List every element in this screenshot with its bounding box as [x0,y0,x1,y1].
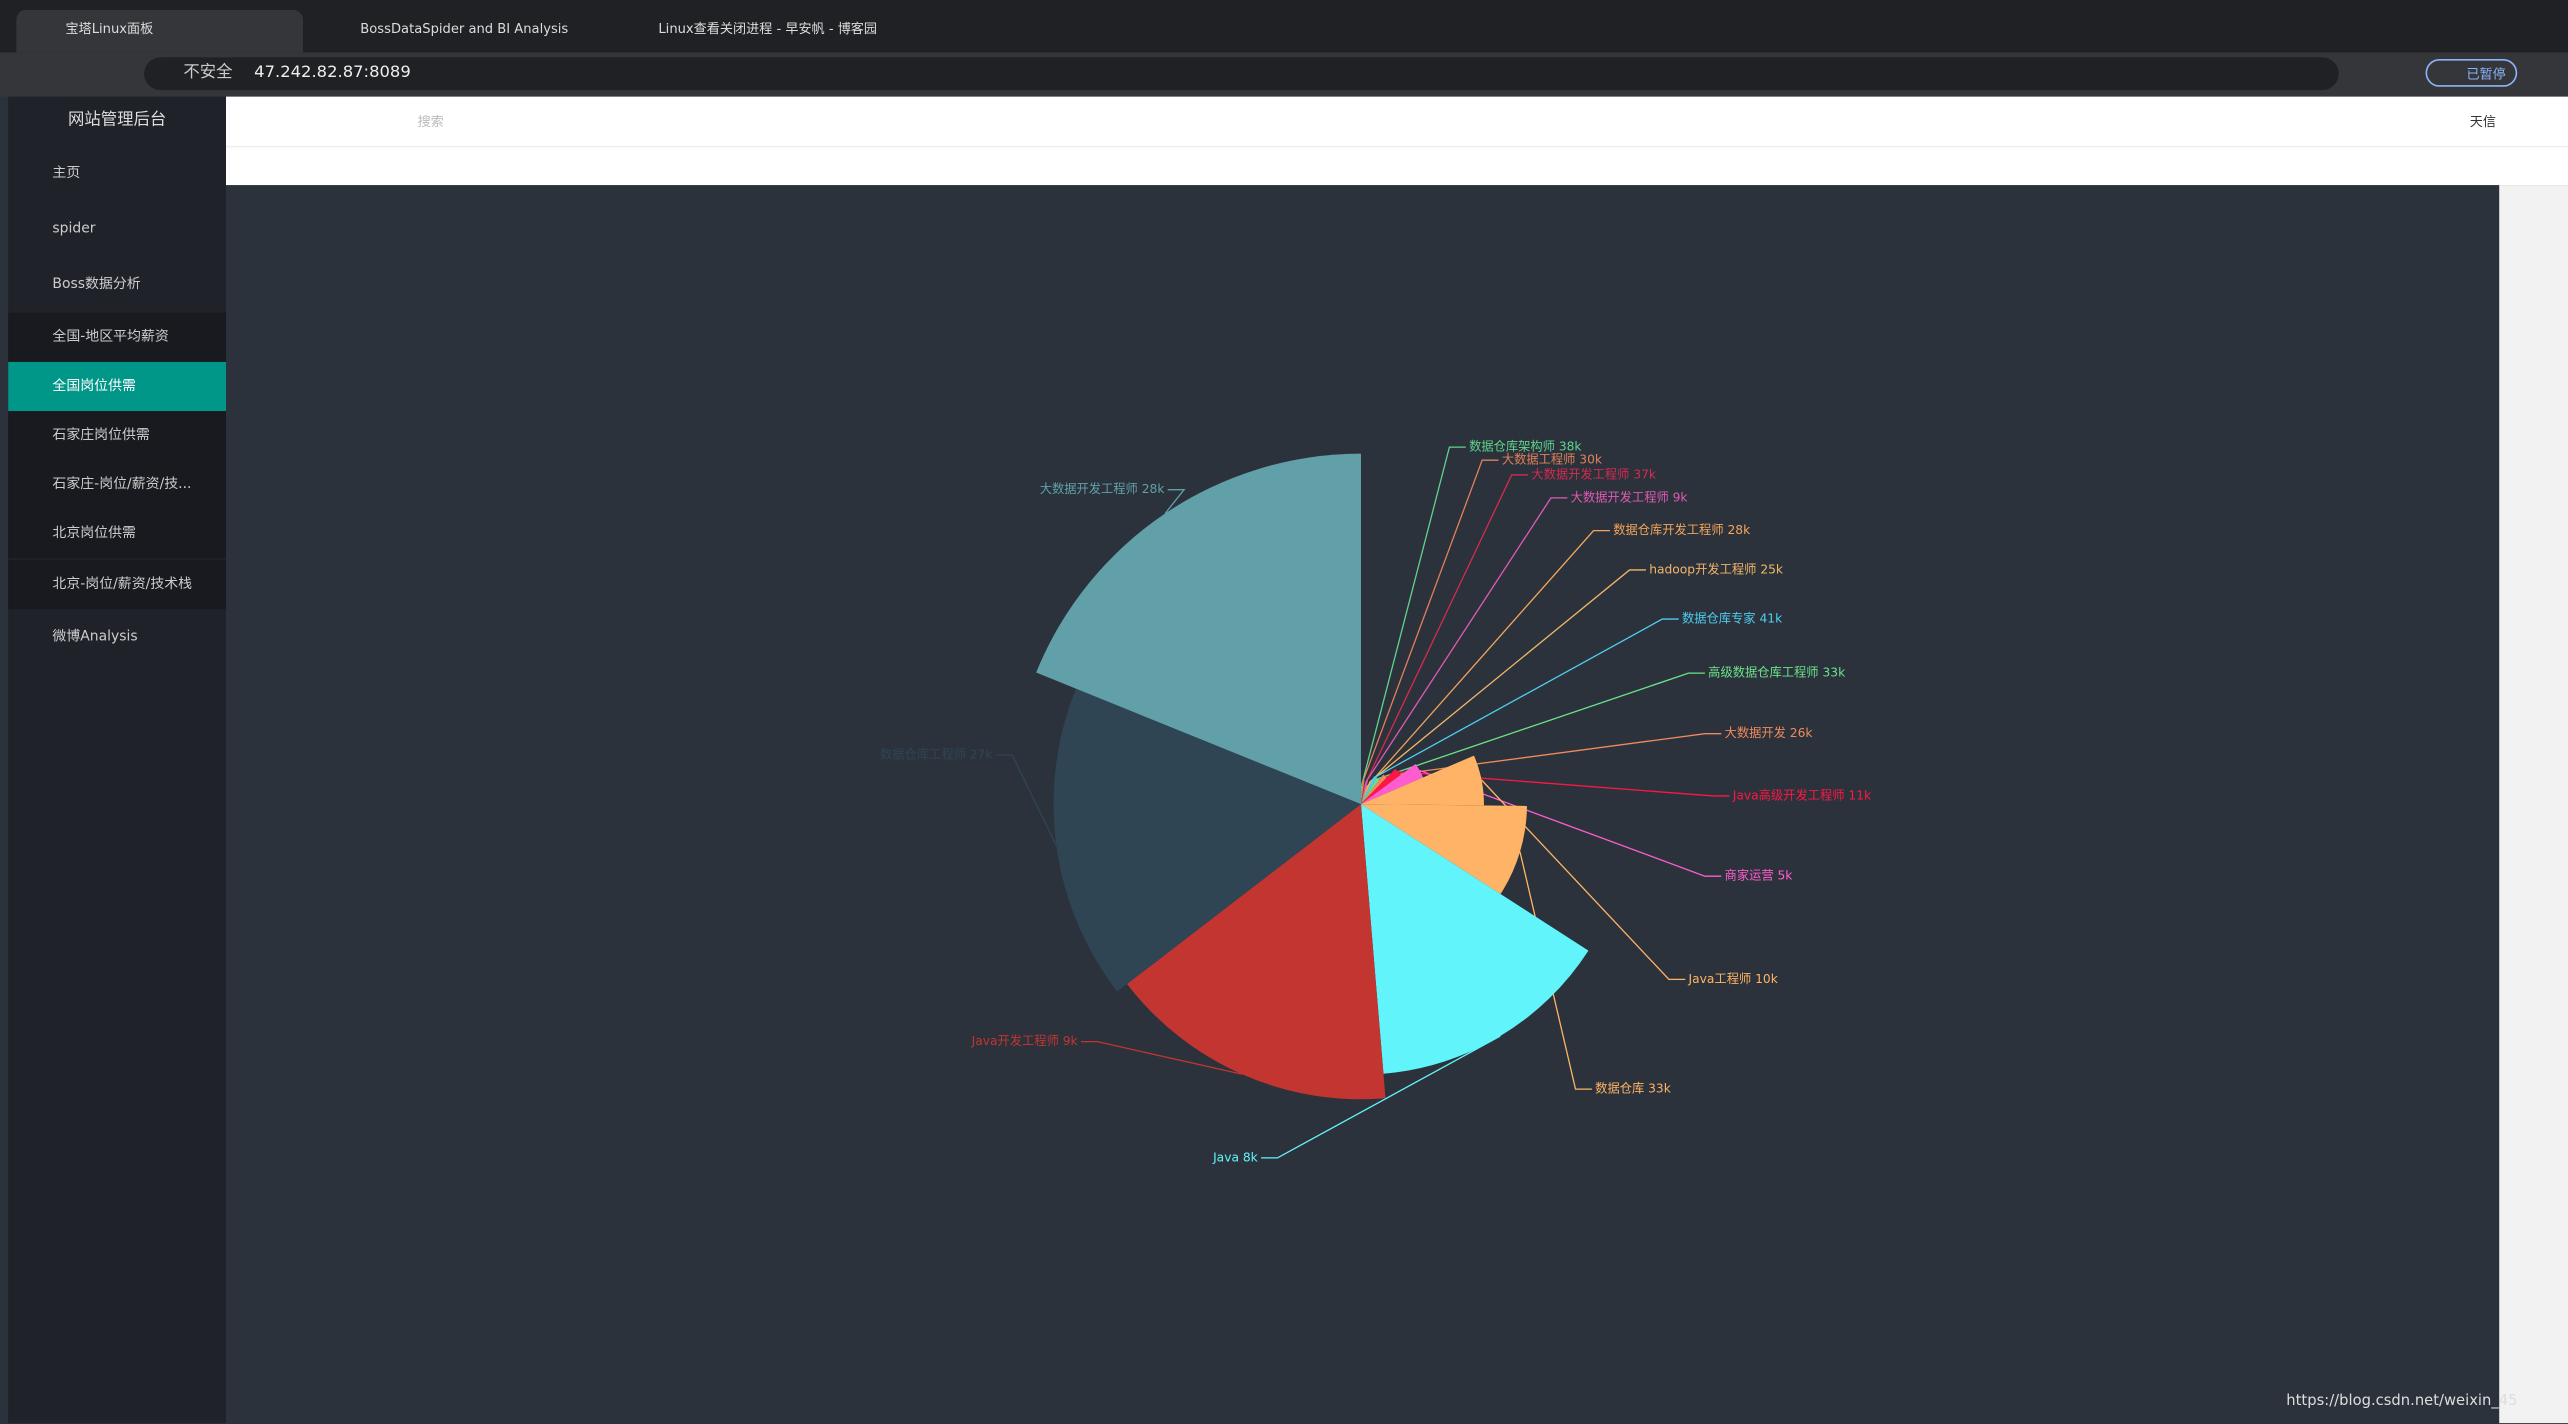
nav-item[interactable]: 石家庄岗位供需 [8,411,227,461]
tab[interactable]: Linux查看关闭进程 - 早安帆 - 博客园 [658,21,878,37]
nav-item[interactable]: 石家庄-岗位/薪资/技... [8,460,227,510]
profile[interactable]: 已暂停 [2425,58,2518,87]
slice [1036,453,1361,805]
slice [1360,764,1424,805]
slice [1360,785,1363,805]
slice [1360,786,1368,805]
slice-label: 数据仓库 33k [1595,1081,1672,1096]
slice [1360,777,1380,805]
slice-label: Java 8k [1212,1150,1259,1164]
leader-line [995,754,1057,846]
slice [1360,804,1527,895]
slice [1053,688,1361,992]
tab[interactable]: 宝塔Linux面板 [16,9,303,53]
slice [1360,779,1365,805]
slice-label: 数据仓库开发工程师 28k [1613,522,1751,537]
slice-label: Java高级开发工程师 11k [1732,787,1872,802]
search[interactable]: 搜索 [417,114,444,130]
slice-label: 商家运营 5k [1725,868,1794,883]
slice [1360,774,1387,805]
slice-label: hadoop开发工程师 25k [1649,561,1784,576]
slice-label: 大数据开发工程师 37k [1531,466,1657,481]
slice [1360,804,1589,1074]
scroll-area [2499,185,2568,1424]
leader-line [1362,459,1499,780]
url: 47.242.82.87:8089 [254,63,411,82]
watermark: https://blog.csdn.net/weixin_45 [2286,1393,2518,1411]
leader-line [1375,618,1679,778]
slice-label: 大数据开发工程师 9k [1571,489,1689,504]
slice-label: 大数据工程师 30k [1502,452,1603,467]
sidebar-title: 网站管理后台 [67,111,167,130]
slice-label: Java开发工程师 9k [971,1033,1079,1048]
slice [1360,781,1372,805]
leader-line [1080,1040,1242,1075]
slice-label: 数据仓库专家 41k [1682,611,1783,626]
slice-label: 大数据开发 26k [1725,725,1814,740]
security: 不安全 [183,63,233,82]
leader-line [1384,733,1722,777]
slice [1360,785,1365,805]
leader-line [1261,1035,1501,1159]
slice [1360,768,1401,805]
user[interactable]: 天信 [2469,114,2496,130]
slice-label: 数据仓库架构师 38k [1469,439,1582,454]
slice [1360,755,1484,806]
nav-item[interactable]: 全国岗位供需 [8,361,227,412]
divider [226,145,2568,148]
leader-line [1481,779,1686,981]
nav-item[interactable]: Boss数据分析 [52,276,141,294]
sidebar: 网站管理后台 主页 spider Boss数据分析全国-地区平均薪资 全国岗位供需 石家… [8,96,227,1424]
tab[interactable]: BossDataSpider and BI Analysis [360,21,569,37]
leader-line [1363,474,1529,787]
nav-item[interactable]: 全国-地区平均薪资 [8,312,227,362]
nav-item[interactable]: 主页 [52,165,81,182]
slice-label: 数据仓库工程师 27k [880,747,993,762]
nav-item[interactable]: 北京岗位供需 [8,509,227,559]
leader-line [1370,569,1646,782]
leader-line [1360,446,1466,786]
slice-label: Java工程师 10k [1688,971,1779,986]
leader-line [1377,672,1705,780]
leader-line [1366,497,1568,781]
nav-item[interactable]: spider [52,221,96,238]
tab-bar: 宝塔Linux面板 BossDataSpider and BI Analysis… [0,0,2568,53]
slice [1360,780,1369,805]
leader-line [1366,529,1610,788]
nav-item[interactable]: 北京-岗位/薪资/技术栈 [8,560,227,610]
slice [1360,776,1377,805]
leader-line [1397,771,1730,797]
top-header: 搜索 天信 [226,96,2568,186]
slice [1126,804,1386,1100]
url-box[interactable]: 不安全 47.242.82.87:8089 [144,57,2339,91]
leader-line [1164,489,1186,514]
nav-item[interactable]: 微博Analysis [52,628,138,646]
slice-label: 大数据开发工程师 28k [1040,481,1166,496]
slice-label: 高级数据仓库工程师 33k [1708,665,1846,680]
